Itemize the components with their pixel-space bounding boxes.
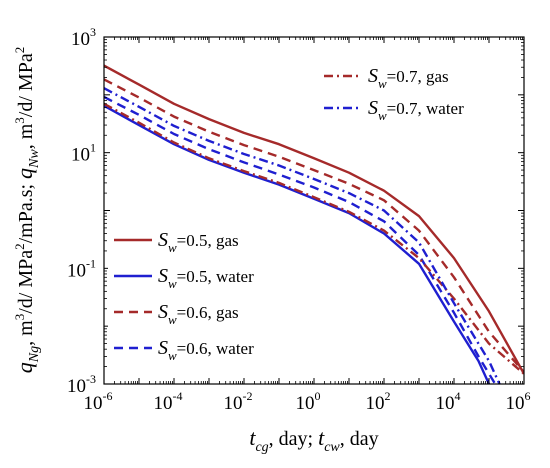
legend-top: Sw=0.7, gas Sw=0.7, water [318, 52, 514, 126]
y-tick-label: 10-3 [67, 372, 96, 397]
x-tick-label: 10-6 [84, 389, 113, 414]
x-axis-label: tcg, day; tcw, day [249, 425, 378, 455]
x-tick-label: 102 [366, 389, 391, 414]
legend-label: Sw=0.6, gas [158, 301, 239, 327]
legend-bottom: Sw=0.5, gas Sw=0.5, water Sw=0.6, gas Sw=0.… [108, 214, 304, 368]
series-line-3 [104, 95, 497, 384]
legend-label: Sw=0.7, water [368, 97, 464, 123]
series-line-4 [104, 102, 524, 375]
series-line-5 [104, 87, 501, 384]
series-line-0 [104, 64, 524, 375]
series-line-2 [104, 78, 524, 373]
x-tick-label: 104 [436, 389, 461, 414]
legend-label: Sw=0.7, gas [368, 65, 449, 91]
x-tick-label: 106 [506, 389, 531, 414]
legend-box [318, 52, 514, 126]
y-tick-label: 103 [71, 25, 96, 50]
legend-label: Sw=0.6, water [158, 337, 254, 363]
x-tick-label: 10-2 [224, 389, 253, 414]
y-tick-label: 101 [71, 141, 96, 166]
y-axis-title: qNg, m3/d/ MPa2/mPa.s; qNw, m3/d/ MPa2 [12, 47, 42, 373]
legend-label: Sw=0.5, water [158, 265, 254, 291]
y-tick-label: 10-1 [67, 256, 96, 281]
x-tick-label: 10-4 [154, 389, 183, 414]
x-axis-title: tcg, day; tcw, day [249, 425, 378, 455]
y-axis-label: qNg, m3/d/ MPa2/mPa.s; qNw, m3/d/ MPa2 [12, 47, 42, 373]
series-layer [104, 64, 524, 384]
legend-label: Sw=0.5, gas [158, 229, 239, 255]
ticks-layer: 10-6 10-4 10-2 100 102 104 106 10-3 10-1 101 103 [67, 25, 531, 414]
x-tick-label: 100 [296, 389, 321, 414]
series-line-1 [104, 104, 491, 384]
